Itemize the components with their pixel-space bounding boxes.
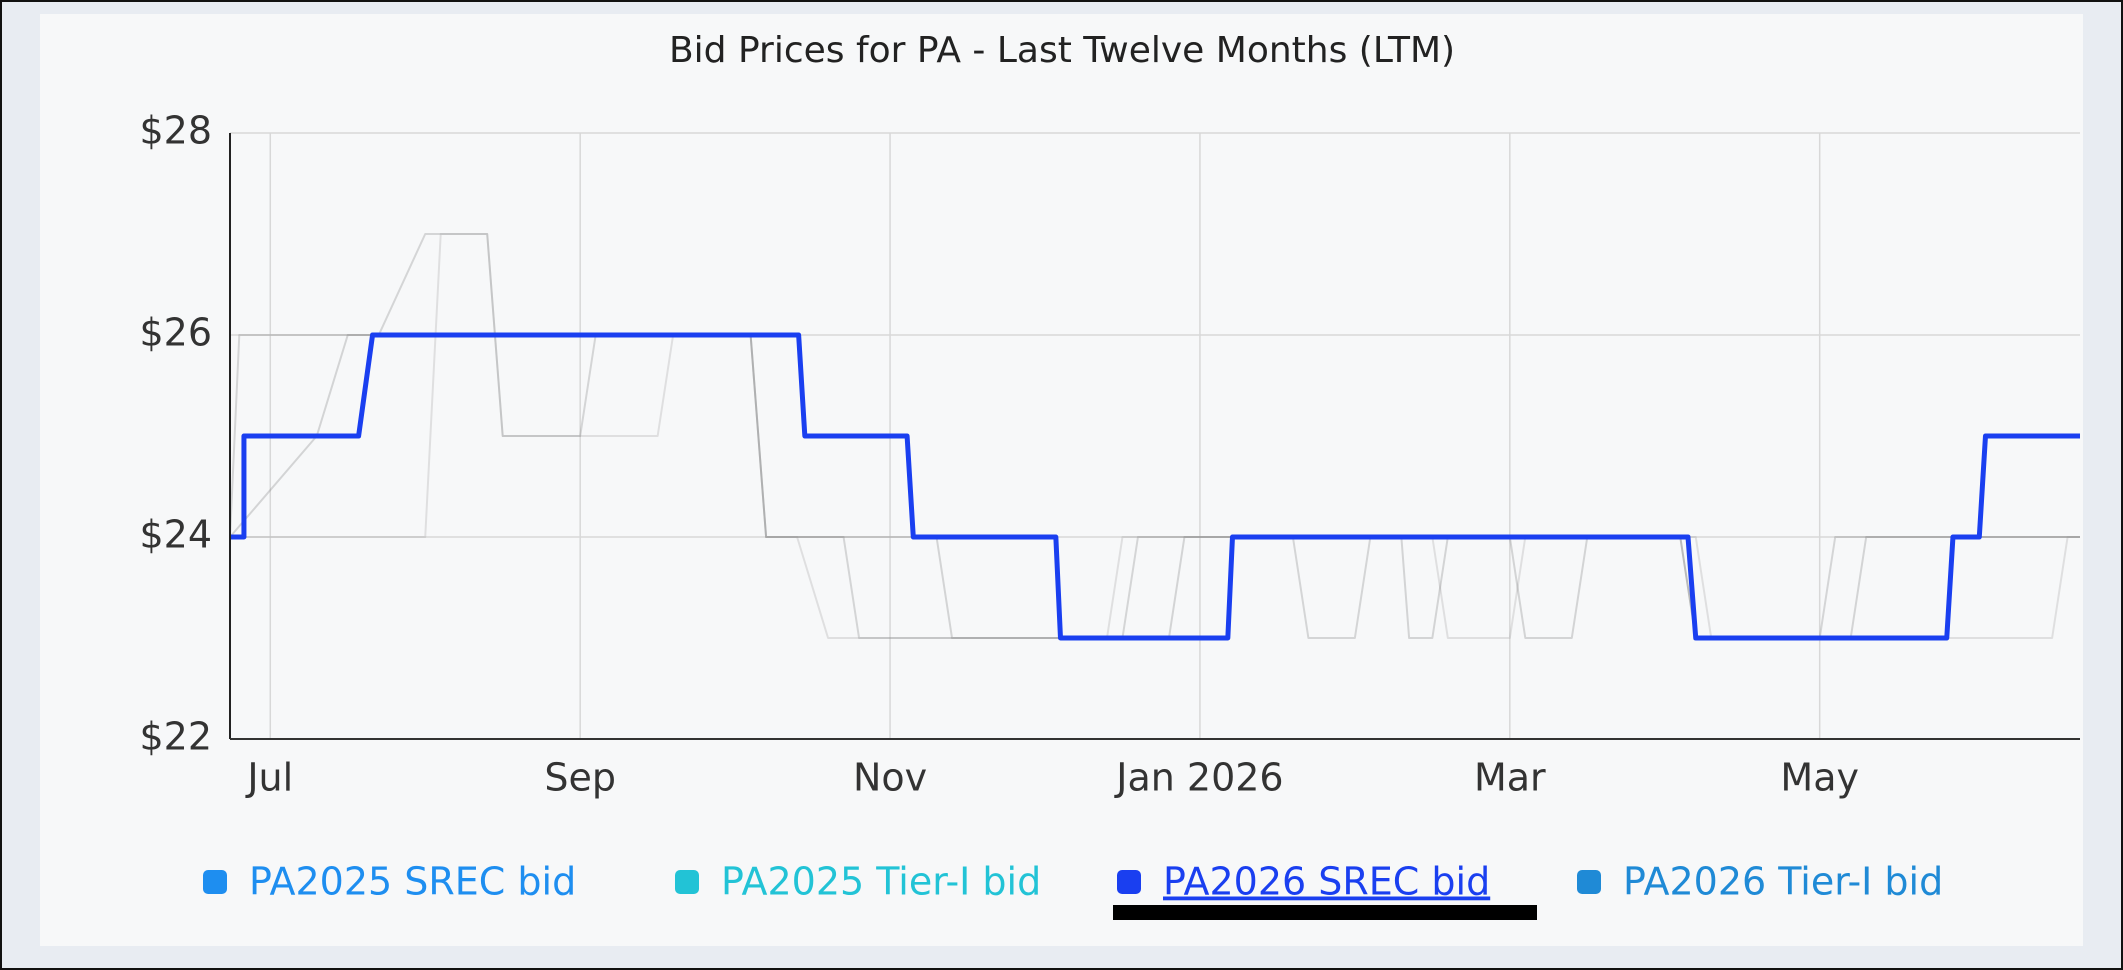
chart-panel <box>40 14 2083 946</box>
legend-item[interactable]: PA2025 Tier-I bid <box>675 860 1041 904</box>
y-tick-label: $24 <box>139 513 212 557</box>
y-tick-label: $22 <box>139 715 212 759</box>
legend-swatch <box>675 870 699 894</box>
x-tick-label: May <box>1780 756 1859 800</box>
legend-label: PA2026 SREC bid <box>1163 860 1490 904</box>
x-tick-label: Sep <box>544 756 616 800</box>
legend-swatch <box>203 870 227 894</box>
legend-swatch <box>1117 870 1141 894</box>
x-tick-label: Mar <box>1474 756 1546 800</box>
legend-item[interactable]: PA2025 SREC bid <box>203 860 576 904</box>
plot-lines <box>229 233 2080 641</box>
legend-swatch <box>1577 870 1601 894</box>
legend-item[interactable]: PA2026 SREC bid <box>1113 860 1537 921</box>
legend-label: PA2025 Tier-I bid <box>721 860 1041 904</box>
x-tick-label: Jul <box>245 756 293 800</box>
chart-title: Bid Prices for PA - Last Twelve Months (… <box>669 30 1455 71</box>
legend-item[interactable]: PA2026 Tier-I bid <box>1577 860 1943 904</box>
legend: PA2025 SREC bid PA2025 Tier-I bid PA2026 S… <box>203 860 1943 921</box>
series-line <box>230 332 2080 641</box>
axes: $22 $24 $26 $28 Jul Sep Nov Jan 2026 Mar May <box>139 109 2080 800</box>
legend-hover-bar <box>1113 905 1537 920</box>
y-tick-label: $28 <box>139 109 212 153</box>
x-tick-label: Nov <box>853 756 927 800</box>
y-tick-label: $26 <box>139 311 212 355</box>
legend-label: PA2025 SREC bid <box>249 860 576 904</box>
x-tick-label: Jan 2026 <box>1114 756 1283 800</box>
legend-label: PA2026 Tier-I bid <box>1623 860 1943 904</box>
series-line <box>229 334 2080 639</box>
